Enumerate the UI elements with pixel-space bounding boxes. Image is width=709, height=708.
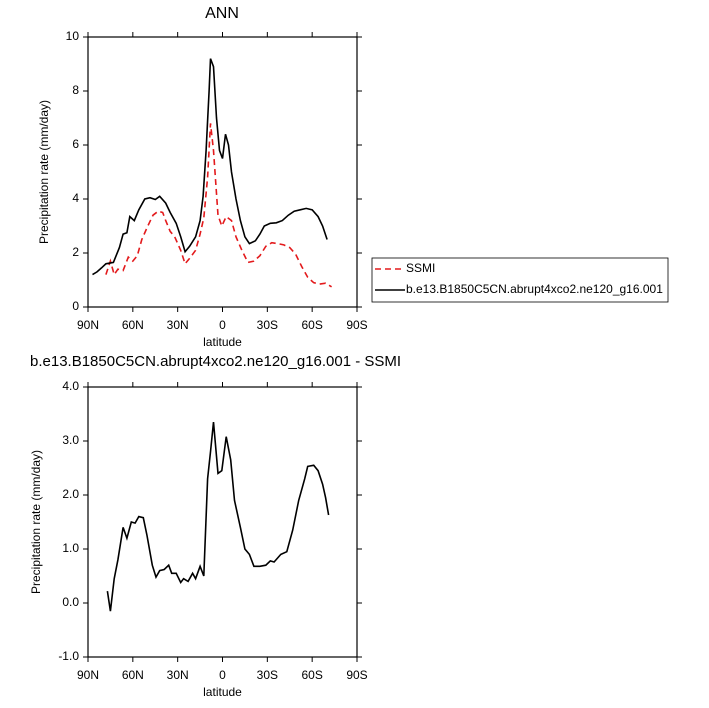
plot-frame: [87, 386, 358, 658]
x-tick-label: 60S: [301, 668, 322, 682]
y-tick-label: 10: [66, 29, 80, 43]
x-tick-label: 90N: [77, 668, 99, 682]
data-line: [106, 422, 330, 612]
x-tick-label: 60S: [301, 318, 322, 332]
y-axis-label: Precipitation rate (mm/day): [37, 100, 51, 244]
x-tick-label: 30N: [167, 318, 189, 332]
chart-title: b.e13.B1850C5CN.abrupt4xco2.ne120_g16.00…: [30, 353, 401, 370]
legend-label: SSMI: [406, 261, 435, 275]
y-tick-label: 2.0: [62, 487, 79, 501]
y-tick-label: 4.0: [62, 379, 79, 393]
x-tick-label: 60N: [122, 668, 144, 682]
x-tick-label: 90S: [346, 668, 367, 682]
x-tick-label: 0: [219, 668, 226, 682]
y-tick-label: 2: [72, 245, 79, 259]
x-tick-label: 30N: [167, 668, 189, 682]
x-axis-label: latitude: [203, 335, 242, 349]
x-axis-label: latitude: [203, 685, 242, 699]
y-tick-label: 0: [72, 299, 79, 313]
x-tick-label: 30S: [257, 318, 278, 332]
x-tick-label: 30S: [257, 668, 278, 682]
y-tick-label: 4: [72, 191, 79, 205]
legend-box: [371, 257, 669, 303]
y-tick-label: 1.0: [62, 541, 79, 555]
x-tick-label: 90S: [346, 318, 367, 332]
data-line: [92, 58, 328, 276]
y-axis-label: Precipitation rate (mm/day): [29, 450, 43, 594]
plot-frame: [87, 36, 358, 308]
y-tick-label: 3.0: [62, 433, 79, 447]
y-tick-label: 0.0: [62, 595, 79, 609]
x-tick-label: 0: [219, 318, 226, 332]
y-tick-label: -1.0: [58, 649, 79, 663]
x-tick-label: 60N: [122, 318, 144, 332]
y-tick-label: 8: [72, 83, 79, 97]
chart-title: ANN: [205, 5, 239, 22]
y-tick-label: 6: [72, 137, 79, 151]
legend-label: b.e13.B1850C5CN.abrupt4xco2.ne120_g16.00…: [406, 282, 663, 296]
x-tick-label: 90N: [77, 318, 99, 332]
